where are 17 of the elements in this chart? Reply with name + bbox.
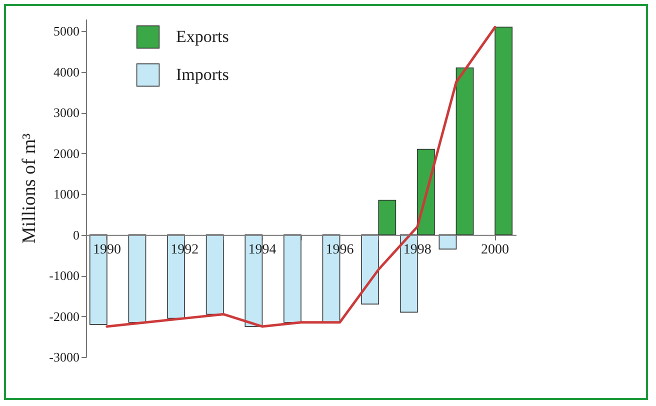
- legend-label: Imports: [176, 65, 229, 84]
- y-tick-label: 4000: [54, 64, 80, 80]
- y-tick-label: -1000: [49, 268, 80, 284]
- y-tick-label: 3000: [54, 105, 80, 120]
- y-tick-label: -2000: [49, 308, 80, 324]
- bar: [128, 234, 146, 323]
- y-axis-title: Millions of m³: [19, 133, 40, 244]
- x-tick-label: 2000: [481, 242, 510, 258]
- y-tick-label: 1000: [54, 186, 80, 202]
- bar: [494, 26, 513, 236]
- bar: [284, 234, 302, 323]
- y-tick-label: 0: [73, 227, 80, 242]
- legend-label: Exports: [176, 27, 229, 46]
- y-tick-label: 5000: [54, 24, 80, 39]
- bar: [206, 234, 224, 315]
- y-tick-label: 2000: [54, 146, 80, 161]
- y-tick-label: -3000: [49, 350, 80, 364]
